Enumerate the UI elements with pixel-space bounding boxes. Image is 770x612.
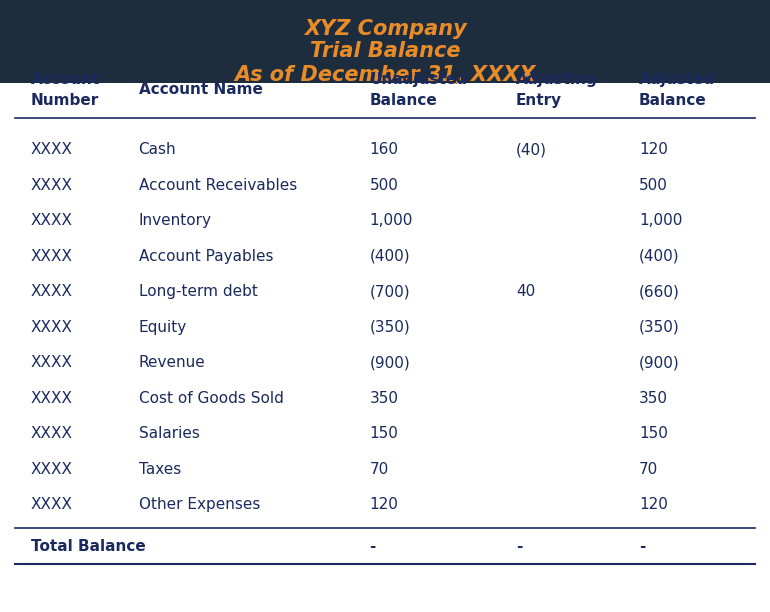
Text: -: -: [639, 539, 645, 554]
Text: 350: 350: [639, 391, 668, 406]
Text: (660): (660): [639, 285, 680, 299]
Text: Long-term debt: Long-term debt: [139, 285, 257, 299]
Text: (700): (700): [370, 285, 410, 299]
Text: 120: 120: [370, 498, 399, 512]
Text: -: -: [370, 539, 376, 554]
Text: (400): (400): [370, 249, 410, 264]
Text: Account Receivables: Account Receivables: [139, 178, 297, 193]
Text: Salaries: Salaries: [139, 427, 199, 441]
Text: Total Balance: Total Balance: [31, 539, 146, 554]
Text: Account: Account: [31, 72, 100, 87]
Text: Balance: Balance: [639, 94, 707, 108]
Text: 150: 150: [370, 427, 399, 441]
Text: (900): (900): [639, 356, 680, 370]
Text: XYZ Company: XYZ Company: [303, 20, 467, 39]
Text: 120: 120: [639, 143, 668, 157]
Text: (350): (350): [639, 320, 680, 335]
Text: Entry: Entry: [516, 94, 562, 108]
Text: 150: 150: [639, 427, 668, 441]
Text: -: -: [516, 539, 522, 554]
Text: 120: 120: [639, 498, 668, 512]
Text: (900): (900): [370, 356, 410, 370]
Text: (400): (400): [639, 249, 680, 264]
Text: XXXX: XXXX: [31, 356, 73, 370]
Text: Revenue: Revenue: [139, 356, 206, 370]
Text: Trial Balance: Trial Balance: [310, 41, 460, 61]
Text: Account Name: Account Name: [139, 83, 263, 97]
Text: 40: 40: [516, 285, 535, 299]
Text: Cost of Goods Sold: Cost of Goods Sold: [139, 391, 283, 406]
Text: Adjusting: Adjusting: [516, 72, 598, 87]
Text: XXXX: XXXX: [31, 462, 73, 477]
Text: As of December 31, XXXX: As of December 31, XXXX: [234, 65, 536, 85]
Text: 160: 160: [370, 143, 399, 157]
Text: Equity: Equity: [139, 320, 187, 335]
Text: XXXX: XXXX: [31, 143, 73, 157]
Text: 70: 70: [370, 462, 389, 477]
Text: Cash: Cash: [139, 143, 176, 157]
Text: Taxes: Taxes: [139, 462, 181, 477]
Text: (350): (350): [370, 320, 410, 335]
Text: 500: 500: [370, 178, 399, 193]
Text: 70: 70: [639, 462, 658, 477]
Text: Adjusted: Adjusted: [639, 72, 715, 87]
Text: 1,000: 1,000: [639, 214, 682, 228]
Text: Account Payables: Account Payables: [139, 249, 273, 264]
Text: XXXX: XXXX: [31, 498, 73, 512]
Text: 500: 500: [639, 178, 668, 193]
Text: XXXX: XXXX: [31, 285, 73, 299]
Text: 350: 350: [370, 391, 399, 406]
Text: Unadjusted: Unadjusted: [370, 72, 467, 87]
Text: Other Expenses: Other Expenses: [139, 498, 260, 512]
Text: XXXX: XXXX: [31, 320, 73, 335]
Text: Balance: Balance: [370, 94, 437, 108]
Text: (40): (40): [516, 143, 547, 157]
FancyBboxPatch shape: [0, 0, 770, 83]
Text: Inventory: Inventory: [139, 214, 212, 228]
Text: XXXX: XXXX: [31, 214, 73, 228]
Text: XXXX: XXXX: [31, 427, 73, 441]
Text: XXXX: XXXX: [31, 178, 73, 193]
Text: XXXX: XXXX: [31, 391, 73, 406]
Text: 1,000: 1,000: [370, 214, 413, 228]
Text: XXXX: XXXX: [31, 249, 73, 264]
Text: Number: Number: [31, 94, 99, 108]
